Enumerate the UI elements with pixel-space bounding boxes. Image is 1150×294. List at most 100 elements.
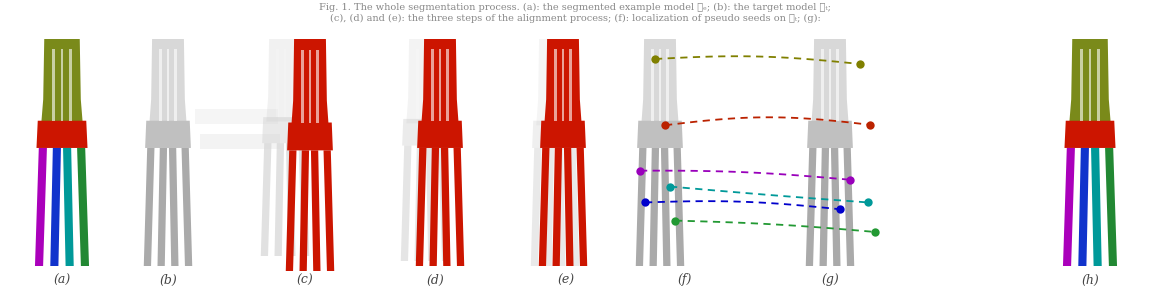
Polygon shape xyxy=(544,39,582,125)
Polygon shape xyxy=(554,49,557,121)
Polygon shape xyxy=(446,49,448,121)
Polygon shape xyxy=(288,123,332,150)
Polygon shape xyxy=(150,39,186,125)
Polygon shape xyxy=(421,39,459,125)
Polygon shape xyxy=(544,148,554,266)
Polygon shape xyxy=(61,49,63,121)
Polygon shape xyxy=(267,39,304,121)
Text: (f): (f) xyxy=(677,273,692,286)
Text: (e): (e) xyxy=(558,273,575,286)
Polygon shape xyxy=(276,49,278,117)
Polygon shape xyxy=(659,49,661,121)
Polygon shape xyxy=(1105,148,1117,266)
Polygon shape xyxy=(674,148,684,266)
Polygon shape xyxy=(1079,148,1089,266)
Polygon shape xyxy=(426,146,436,261)
Polygon shape xyxy=(569,49,572,121)
Polygon shape xyxy=(576,148,588,266)
Polygon shape xyxy=(1065,121,1116,148)
Text: (b): (b) xyxy=(159,273,177,286)
Polygon shape xyxy=(651,49,654,121)
Polygon shape xyxy=(555,148,566,266)
Polygon shape xyxy=(167,49,169,121)
Polygon shape xyxy=(41,39,83,125)
Polygon shape xyxy=(275,143,284,256)
Polygon shape xyxy=(1063,148,1075,266)
Polygon shape xyxy=(438,49,442,121)
Polygon shape xyxy=(144,148,154,266)
Polygon shape xyxy=(63,148,74,266)
Polygon shape xyxy=(1097,49,1099,121)
Polygon shape xyxy=(284,49,286,117)
Polygon shape xyxy=(400,146,412,261)
Polygon shape xyxy=(431,49,434,121)
Polygon shape xyxy=(561,49,563,121)
Polygon shape xyxy=(299,143,309,256)
Text: (d): (d) xyxy=(427,273,444,286)
Polygon shape xyxy=(37,121,87,148)
Polygon shape xyxy=(821,49,823,121)
Polygon shape xyxy=(286,143,296,256)
Polygon shape xyxy=(77,148,89,266)
Polygon shape xyxy=(291,39,329,127)
Polygon shape xyxy=(416,49,419,119)
Text: (a): (a) xyxy=(53,273,70,286)
Text: (c): (c) xyxy=(297,273,313,286)
Polygon shape xyxy=(406,39,444,123)
Text: Fig. 1. The whole segmentation process. (a): the segmented example model ℳₑ; (b): Fig. 1. The whole segmentation process. … xyxy=(319,3,831,23)
Polygon shape xyxy=(811,39,849,125)
Polygon shape xyxy=(34,148,47,266)
Polygon shape xyxy=(299,150,309,271)
Polygon shape xyxy=(1089,49,1091,121)
Polygon shape xyxy=(666,49,669,121)
Polygon shape xyxy=(423,49,427,119)
Polygon shape xyxy=(200,134,279,149)
Text: (g): (g) xyxy=(821,273,838,286)
Polygon shape xyxy=(636,148,646,266)
Polygon shape xyxy=(402,119,447,146)
Polygon shape xyxy=(561,49,565,121)
Polygon shape xyxy=(831,148,841,266)
Polygon shape xyxy=(1080,49,1083,121)
Polygon shape xyxy=(453,148,465,266)
Polygon shape xyxy=(820,148,829,266)
Polygon shape xyxy=(316,50,319,123)
Polygon shape xyxy=(546,49,549,121)
Text: (h): (h) xyxy=(1081,273,1099,286)
Polygon shape xyxy=(262,117,308,143)
Polygon shape xyxy=(291,49,293,117)
Polygon shape xyxy=(836,49,838,121)
Polygon shape xyxy=(431,49,434,119)
Polygon shape xyxy=(1070,39,1111,125)
Polygon shape xyxy=(532,121,578,148)
Polygon shape xyxy=(568,148,580,266)
Polygon shape xyxy=(414,146,424,261)
Polygon shape xyxy=(642,39,678,125)
Polygon shape xyxy=(323,150,335,271)
Polygon shape xyxy=(552,148,562,266)
Polygon shape xyxy=(145,121,191,148)
Polygon shape xyxy=(174,49,177,121)
Polygon shape xyxy=(829,49,831,121)
Polygon shape xyxy=(806,148,816,266)
Polygon shape xyxy=(158,148,167,266)
Polygon shape xyxy=(69,49,71,121)
Polygon shape xyxy=(564,148,574,266)
Polygon shape xyxy=(285,150,297,271)
Polygon shape xyxy=(159,49,162,121)
Polygon shape xyxy=(51,148,61,266)
Polygon shape xyxy=(538,148,550,266)
Polygon shape xyxy=(261,143,271,256)
Polygon shape xyxy=(536,39,574,125)
Polygon shape xyxy=(417,121,463,148)
Polygon shape xyxy=(637,121,683,148)
Polygon shape xyxy=(429,148,439,266)
Polygon shape xyxy=(1091,148,1102,266)
Polygon shape xyxy=(416,148,427,266)
Polygon shape xyxy=(540,121,585,148)
Polygon shape xyxy=(310,150,321,271)
Polygon shape xyxy=(182,148,192,266)
Polygon shape xyxy=(301,50,304,123)
Polygon shape xyxy=(531,148,542,266)
Polygon shape xyxy=(661,148,670,266)
